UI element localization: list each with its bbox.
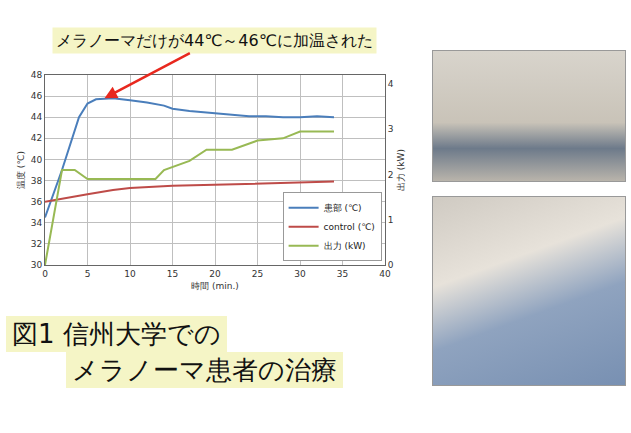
- svg-text:4: 4: [388, 79, 394, 89]
- svg-text:時間 (min.): 時間 (min.): [191, 281, 239, 291]
- svg-text:0: 0: [42, 269, 48, 279]
- svg-text:46: 46: [31, 91, 43, 101]
- svg-text:40: 40: [379, 269, 391, 279]
- svg-text:15: 15: [167, 269, 178, 279]
- svg-text:3: 3: [388, 124, 394, 134]
- svg-text:2: 2: [388, 170, 394, 180]
- svg-text:36: 36: [31, 197, 43, 207]
- svg-text:患部 (℃): 患部 (℃): [323, 203, 362, 213]
- svg-text:温度 (℃): 温度 (℃): [16, 151, 26, 189]
- svg-text:34: 34: [31, 218, 43, 228]
- svg-text:35: 35: [337, 269, 348, 279]
- svg-text:38: 38: [31, 176, 43, 186]
- svg-text:出力 (kW): 出力 (kW): [324, 241, 366, 251]
- html-text:図1 信州大学での: 図1 信州大学での: [12, 319, 221, 349]
- svg-text:5: 5: [85, 269, 91, 279]
- svg-text:1: 1: [388, 215, 394, 225]
- svg-text:出力 (kW): 出力 (kW): [396, 149, 406, 191]
- svg-text:メラノーマだけが44℃～46℃に加温された: メラノーマだけが44℃～46℃に加温された: [56, 31, 373, 50]
- svg-text:20: 20: [209, 269, 221, 279]
- svg-text:48: 48: [31, 70, 43, 80]
- svg-text:control (℃): control (℃): [324, 222, 375, 232]
- svg-text:25: 25: [252, 269, 263, 279]
- svg-text:40: 40: [31, 155, 43, 165]
- svg-text:10: 10: [124, 269, 136, 279]
- svg-text:0: 0: [388, 260, 394, 270]
- svg-text:32: 32: [31, 239, 42, 249]
- html-text:メラノーマ患者の治療: メラノーマ患者の治療: [72, 355, 337, 385]
- svg-text:30: 30: [31, 260, 43, 270]
- svg-text:44: 44: [31, 112, 43, 122]
- svg-text:30: 30: [294, 269, 306, 279]
- svg-text:42: 42: [31, 133, 42, 143]
